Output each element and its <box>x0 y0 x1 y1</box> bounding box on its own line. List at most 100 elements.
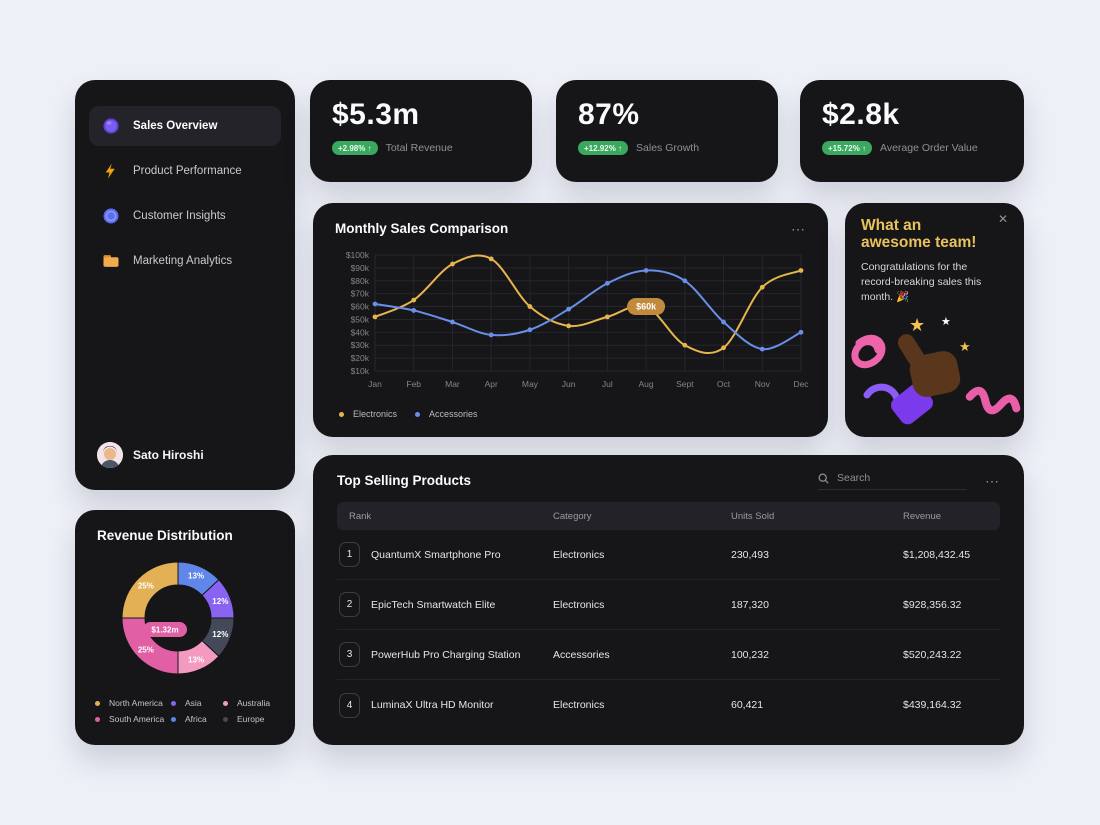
revenue: $439,164.32 <box>903 699 962 711</box>
table-row: 4 LuminaX Ultra HD Monitor Electronics 6… <box>337 680 1000 730</box>
header-rank: Rank <box>349 510 372 522</box>
legend-label: Australia <box>237 698 271 708</box>
svg-text:Dec: Dec <box>793 379 809 389</box>
user-profile[interactable]: Sato Hiroshi <box>97 442 204 468</box>
kpi-card-total-revenue: $5.3m +2.98% ↑ Total Revenue <box>310 80 532 182</box>
revenue-distribution-card: Revenue Distribution 13% 12% 12% 13% 25% 25% $… <box>75 510 295 745</box>
units-sold: 187,320 <box>731 598 769 611</box>
svg-text:$10k: $10k <box>351 366 370 376</box>
legend-label: Electronics <box>353 409 398 419</box>
ellipsis-menu-icon[interactable]: ⋯ <box>791 220 806 237</box>
electronics-legend-dot <box>339 411 344 417</box>
legend-item-australia: Australia <box>223 698 270 708</box>
legend-label: North America <box>109 698 163 708</box>
svg-text:★: ★ <box>959 339 971 354</box>
revenue: $928,356.32 <box>903 598 962 611</box>
europe-legend-dot <box>223 716 228 722</box>
units-sold: 230,493 <box>731 548 769 561</box>
legend-item-europe: Europe <box>223 714 270 724</box>
svg-text:Jun: Jun <box>562 379 576 389</box>
svg-text:$80k: $80k <box>351 276 370 286</box>
legend-label: Asia <box>185 698 202 708</box>
svg-text:$60k: $60k <box>636 302 657 312</box>
africa-legend-dot <box>171 716 176 722</box>
user-name: Sato Hiroshi <box>133 448 204 462</box>
product-name: LuminaX Ultra HD Monitor <box>371 699 494 711</box>
svg-text:25%: 25% <box>138 646 154 655</box>
svg-text:Nov: Nov <box>755 379 771 389</box>
svg-text:Sept: Sept <box>676 379 694 389</box>
legend-label: South America <box>109 714 165 724</box>
kpi-value: $2.8k <box>822 98 900 131</box>
sidebar-item-label: Customer Insights <box>133 210 226 222</box>
svg-text:Mar: Mar <box>445 379 460 389</box>
svg-text:12%: 12% <box>212 597 228 606</box>
donut-legend: North America Asia Australia South Ameri… <box>95 698 270 724</box>
sales-overview-icon <box>99 114 123 138</box>
revenue-donut-chart: 13% 12% 12% 13% 25% 25% $1.32m <box>121 561 235 675</box>
rank-badge: 3 <box>339 642 360 667</box>
legend-item-north-america: North America <box>95 698 171 708</box>
product-category: Electronics <box>553 699 605 711</box>
table-row: 3 PowerHub Pro Charging Station Accessor… <box>337 630 1000 680</box>
svg-text:$90k: $90k <box>351 263 370 273</box>
rank-badge: 4 <box>339 692 360 718</box>
table-row: 2 EpicTech Smartwatch Elite Electronics … <box>337 580 1000 630</box>
kpi-value: $5.3m <box>332 98 420 131</box>
kpi-label: Average Order Value <box>880 142 978 154</box>
legend-item-africa: Africa <box>171 714 223 724</box>
rank-badge: 2 <box>339 592 360 617</box>
svg-text:May: May <box>522 379 539 389</box>
svg-text:Oct: Oct <box>717 379 731 389</box>
team-congrats-card: ✕ What an awesome team! Congratulations … <box>845 203 1024 437</box>
south-america-legend-dot <box>95 716 100 722</box>
product-name: PowerHub Pro Charging Station <box>371 648 521 661</box>
kpi-change-badge: +12.92% ↑ <box>578 141 629 155</box>
svg-text:Apr: Apr <box>485 379 498 389</box>
table-header: Rank Category Units Sold Revenue <box>337 502 1000 530</box>
sidebar-item-sales-overview[interactable]: Sales Overview <box>89 106 281 146</box>
svg-text:Jan: Jan <box>368 379 382 389</box>
search-input[interactable] <box>835 471 967 485</box>
search-box <box>818 471 967 490</box>
legend-item-electronics: Electronics <box>339 409 397 419</box>
australia-legend-dot <box>223 700 228 706</box>
team-card-body: Congratulations for the record-breaking … <box>861 260 982 304</box>
product-name: QuantumX Smartphone Pro <box>371 548 501 561</box>
svg-text:$100k: $100k <box>346 250 370 260</box>
rank-badge: 1 <box>339 542 360 567</box>
sidebar-item-customer-insights[interactable]: Customer Insights <box>89 196 281 236</box>
legend-item-south-america: South America <box>95 714 171 724</box>
legend-label: Africa <box>185 714 207 724</box>
kpi-label: Total Revenue <box>385 142 453 154</box>
asia-legend-dot <box>171 700 176 706</box>
legend-label: Accessories <box>429 409 478 419</box>
svg-text:$50k: $50k <box>351 314 370 324</box>
svg-text:$60k: $60k <box>351 302 370 312</box>
sidebar-nav: Sales Overview Product Performance Custo… <box>89 106 281 281</box>
svg-text:$70k: $70k <box>351 289 370 299</box>
close-icon[interactable]: ✕ <box>992 211 1014 227</box>
header-units-sold: Units Sold <box>731 510 775 522</box>
svg-text:13%: 13% <box>188 572 204 581</box>
monthly-sales-line-chart: $100k $90k $80k $70k $60k $50k $40k $30k $20k $10… <box>346 250 809 389</box>
product-performance-icon <box>99 159 123 183</box>
revenue-distribution-title: Revenue Distribution <box>97 528 233 543</box>
svg-text:$1.32m: $1.32m <box>151 626 178 635</box>
legend-item-accessories: Accessories <box>415 409 478 419</box>
table-title: Top Selling Products <box>337 473 472 488</box>
sidebar-item-product-performance[interactable]: Product Performance <box>89 151 281 191</box>
avatar <box>97 442 123 468</box>
units-sold: 100,232 <box>731 648 769 661</box>
sidebar-item-marketing-analytics[interactable]: Marketing Analytics <box>89 241 281 281</box>
search-icon <box>818 473 829 484</box>
revenue: $1,208,432.45 <box>903 548 971 561</box>
sidebar-item-label: Product Performance <box>133 165 242 177</box>
sidebar-item-label: Sales Overview <box>133 120 218 132</box>
units-sold: 60,421 <box>731 699 764 711</box>
legend-label: Europe <box>237 714 265 724</box>
svg-text:$30k: $30k <box>351 340 370 350</box>
ellipsis-menu-icon[interactable]: ⋯ <box>985 472 1000 489</box>
top-selling-products-card: Top Selling Products ⋯ Rank Category Uni… <box>313 455 1024 745</box>
